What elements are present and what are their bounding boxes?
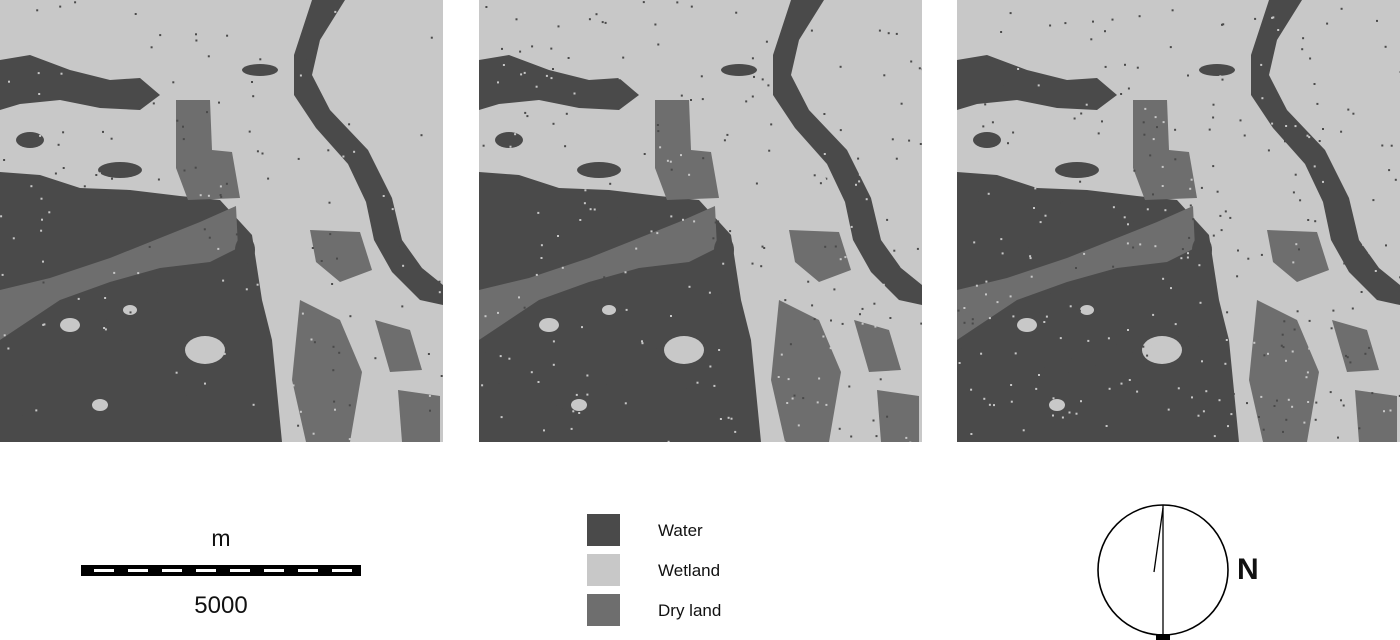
compass-icon xyxy=(1097,504,1229,640)
dry-land-region xyxy=(398,390,440,442)
dry-land-region xyxy=(292,300,362,442)
legend-item-wetland: Wetland xyxy=(587,554,807,588)
north-arrow: N xyxy=(1095,500,1275,640)
wetland-region xyxy=(1080,305,1094,315)
classification-speckle xyxy=(957,6,1400,439)
dry-land-region xyxy=(854,320,901,372)
classified-map-3 xyxy=(957,0,1400,442)
wetland-region xyxy=(1049,399,1065,411)
scale-value-label: 5000 xyxy=(194,592,248,619)
wetland-region xyxy=(1017,318,1037,332)
wetland-region xyxy=(60,318,80,332)
dry-land-region xyxy=(655,100,719,200)
dry-land-region xyxy=(479,206,717,340)
legend-item-dry-land: Dry land xyxy=(587,594,807,628)
water-swatch xyxy=(587,514,620,546)
legend-item-water: Water xyxy=(587,514,807,548)
classification-speckle xyxy=(480,1,922,442)
map-2-graphic xyxy=(479,0,922,442)
scale-bar: m 5000 xyxy=(80,520,362,620)
map-1-graphic xyxy=(0,0,443,442)
wetland-swatch xyxy=(587,554,620,586)
dry-land-region xyxy=(1332,320,1379,372)
legend-label-wetland: Wetland xyxy=(658,561,721,580)
legend-label-dry-land: Dry land xyxy=(658,601,722,620)
water-region xyxy=(1192,236,1212,264)
wetland-region xyxy=(1142,336,1182,364)
wetland-region xyxy=(92,399,108,411)
dry-land-region xyxy=(957,206,1195,340)
water-region xyxy=(714,236,734,264)
dry-land-swatch xyxy=(587,594,620,626)
dry-land-region xyxy=(1133,100,1197,200)
dry-land-region xyxy=(1355,390,1397,442)
dry-land-region xyxy=(1249,300,1319,442)
water-region xyxy=(957,55,1117,110)
dry-land-region xyxy=(310,230,372,282)
dry-land-region xyxy=(877,390,919,442)
classification-speckle xyxy=(0,0,443,441)
dry-land-region xyxy=(176,100,240,200)
legend: Water Wetland Dry land xyxy=(587,510,807,640)
map-3-graphic xyxy=(957,0,1400,442)
wetland-region xyxy=(571,399,587,411)
dry-land-region xyxy=(0,206,238,340)
classified-map-1 xyxy=(0,0,443,442)
north-label: N xyxy=(1237,553,1259,586)
water-region xyxy=(495,132,523,148)
water-region xyxy=(98,162,142,178)
water-region xyxy=(721,64,757,76)
water-region xyxy=(0,55,160,110)
classified-map-2 xyxy=(479,0,922,442)
scale-unit-label: m xyxy=(211,525,231,551)
water-region xyxy=(242,64,278,76)
wetland-region xyxy=(539,318,559,332)
water-region xyxy=(479,55,639,110)
wetland-region xyxy=(123,305,137,315)
dry-land-region xyxy=(789,230,851,282)
water-region xyxy=(1055,162,1099,178)
water-region xyxy=(16,132,44,148)
wetland-region xyxy=(664,336,704,364)
scale-bar-graphic xyxy=(81,565,361,576)
water-region xyxy=(773,0,922,305)
water-region xyxy=(1199,64,1235,76)
dry-land-region xyxy=(375,320,422,372)
water-region xyxy=(577,162,621,178)
water-region xyxy=(235,236,255,264)
dry-land-region xyxy=(1267,230,1329,282)
water-region xyxy=(973,132,1001,148)
wetland-region xyxy=(185,336,225,364)
wetland-region xyxy=(602,305,616,315)
water-region xyxy=(294,0,443,305)
water-region xyxy=(1251,0,1400,305)
legend-label-water: Water xyxy=(658,521,703,540)
